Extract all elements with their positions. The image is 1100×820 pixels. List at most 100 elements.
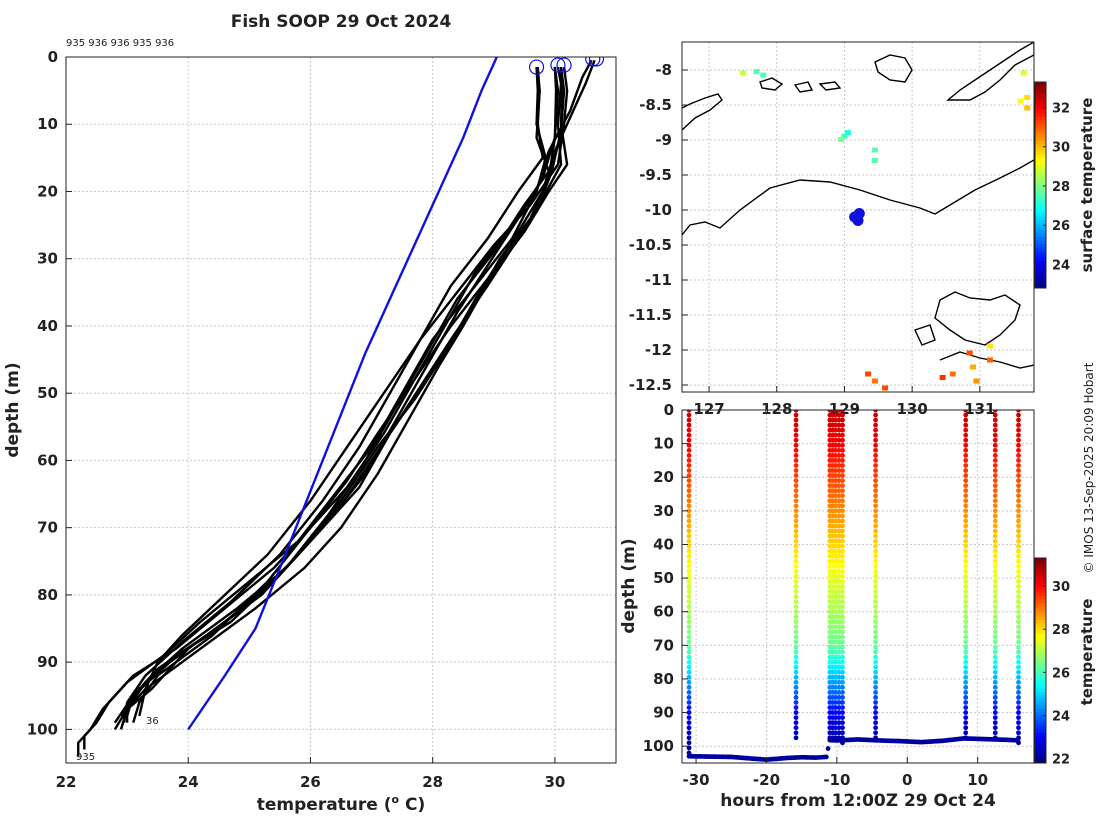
section-cast-point bbox=[1016, 508, 1021, 514]
section-cast-point bbox=[1016, 644, 1021, 650]
section-cast-point bbox=[1016, 690, 1021, 695]
sst-patch bbox=[939, 375, 946, 380]
section-cast-point bbox=[840, 720, 845, 726]
map-colorbar-segment bbox=[1035, 102, 1046, 107]
section-cast-point bbox=[833, 442, 838, 448]
section-xtick-label: -10 bbox=[823, 771, 850, 789]
profile-ytick-label: 60 bbox=[37, 451, 58, 469]
section-cast-point bbox=[873, 579, 878, 584]
section-xtick-label: 10 bbox=[967, 771, 988, 789]
section-cast-point bbox=[793, 695, 799, 700]
section-cast-point bbox=[1016, 720, 1021, 726]
section-cast-point bbox=[840, 503, 845, 509]
coastline bbox=[946, 42, 1034, 101]
profile-ytick-label: 0 bbox=[48, 48, 58, 66]
map-ytick-label: -8.5 bbox=[639, 96, 672, 114]
section-cast-point bbox=[992, 584, 998, 589]
section-cast-point bbox=[840, 568, 845, 574]
map-colorbar-segment bbox=[1035, 274, 1046, 279]
section-cast-point bbox=[686, 498, 692, 504]
section-cast-point bbox=[686, 447, 692, 453]
section-cast-point bbox=[873, 674, 878, 680]
section-cast-point bbox=[1016, 548, 1021, 554]
section-cast-point bbox=[836, 619, 842, 625]
section-cast-point bbox=[963, 518, 969, 524]
section-cast-point bbox=[840, 589, 845, 594]
section-cast-point bbox=[840, 410, 845, 413]
section-colorbar-segment bbox=[1035, 633, 1046, 638]
section-cast-point bbox=[686, 695, 692, 700]
section-cast-point bbox=[873, 669, 878, 675]
section-cast-point bbox=[836, 584, 842, 589]
section-cast-point bbox=[873, 533, 878, 539]
section-cast-point bbox=[873, 432, 878, 438]
section-colorbar-segment bbox=[1035, 558, 1046, 562]
section-cast-point bbox=[836, 447, 842, 453]
section-cast-point bbox=[793, 458, 799, 463]
section-cast-point bbox=[793, 725, 799, 731]
map-colorbar-segment bbox=[1035, 243, 1046, 248]
profile-series-group bbox=[77, 57, 605, 757]
section-colorbar-segment bbox=[1035, 667, 1046, 672]
section-cast-point bbox=[686, 523, 692, 529]
section-cast-point bbox=[686, 629, 692, 635]
section-cast-point bbox=[840, 705, 845, 710]
section-cast-point bbox=[833, 619, 838, 625]
section-cast-point bbox=[836, 417, 842, 423]
section-cast-point bbox=[793, 508, 799, 514]
section-cast-point bbox=[1016, 442, 1021, 448]
section-cast-point bbox=[836, 513, 842, 519]
section-cast-point bbox=[793, 483, 799, 489]
section-cast-point bbox=[992, 493, 998, 499]
section-cast-point bbox=[833, 720, 838, 726]
section-cast-point bbox=[793, 679, 799, 685]
surface-marker bbox=[528, 59, 545, 75]
section-cast-point bbox=[1016, 563, 1021, 569]
section-cast-point bbox=[963, 478, 969, 483]
section-cast-point bbox=[992, 442, 998, 448]
section-cast-point bbox=[793, 478, 799, 483]
map-colorbar-tick-label: 32 bbox=[1052, 102, 1070, 117]
section-cast-point bbox=[833, 488, 838, 494]
section-cast-point bbox=[873, 518, 878, 524]
map-colorbar-segment bbox=[1035, 164, 1046, 169]
section-cast-point bbox=[840, 427, 845, 433]
map-colorbar-segment bbox=[1035, 239, 1046, 244]
section-cast-point bbox=[836, 654, 842, 660]
map-colorbar-segment bbox=[1035, 246, 1046, 251]
sst-patch bbox=[871, 378, 878, 384]
map-colorbar-segment bbox=[1035, 233, 1046, 237]
section-cast-point bbox=[833, 629, 838, 635]
section-cast-point bbox=[836, 664, 842, 670]
section-cast-point bbox=[992, 427, 998, 433]
section-cast-point bbox=[840, 422, 845, 428]
section-cast-point bbox=[963, 558, 969, 564]
section-colorbar-segment bbox=[1035, 759, 1046, 764]
section-cast-point bbox=[963, 644, 969, 650]
section-cast-point bbox=[840, 674, 845, 680]
section-cast-point bbox=[992, 614, 998, 620]
section-cast-point bbox=[992, 528, 998, 534]
section-cast-point bbox=[873, 609, 878, 615]
section-cast-point bbox=[992, 518, 998, 524]
section-cast-point bbox=[836, 669, 842, 675]
section-cast-point bbox=[833, 679, 838, 685]
section-cast-point bbox=[833, 412, 838, 418]
coastline bbox=[818, 81, 842, 91]
section-cast-point bbox=[963, 574, 969, 579]
section-cast-point bbox=[833, 508, 838, 514]
section-cast-point bbox=[836, 427, 842, 433]
section-cast-point bbox=[840, 447, 845, 453]
section-cast-point bbox=[963, 614, 969, 620]
section-cast-point bbox=[873, 599, 878, 605]
section-colorbar-segment bbox=[1035, 674, 1046, 679]
map-colorbar-segment bbox=[1035, 188, 1046, 193]
section-cast-point bbox=[992, 538, 998, 544]
section-cast-point bbox=[873, 483, 878, 489]
section-cast-point bbox=[963, 427, 969, 433]
section-cast-point bbox=[963, 437, 969, 443]
section-colorbar-segment bbox=[1035, 640, 1046, 644]
map-ytick-label: -10.5 bbox=[629, 236, 672, 254]
section-cast-point bbox=[1016, 614, 1021, 620]
section-cast-point bbox=[686, 533, 692, 539]
